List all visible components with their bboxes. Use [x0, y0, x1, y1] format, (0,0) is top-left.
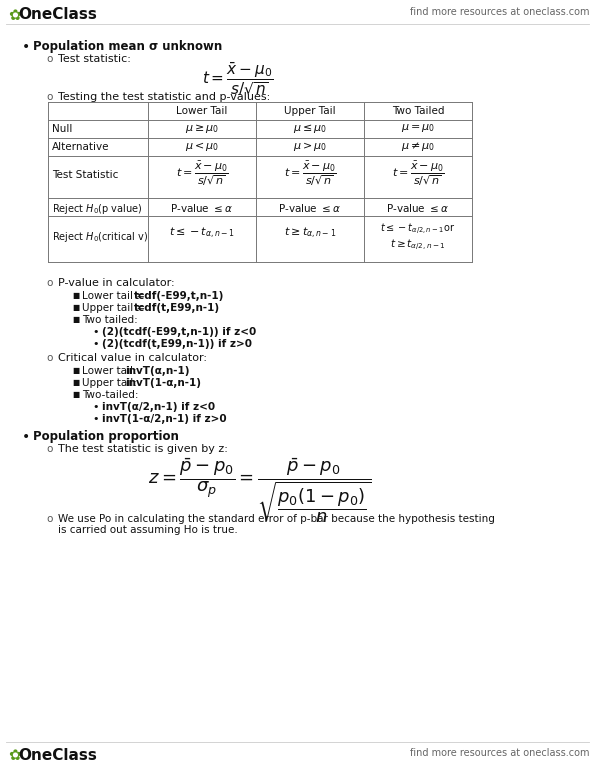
Text: Population proportion: Population proportion: [33, 430, 179, 443]
Text: o: o: [46, 514, 52, 524]
Text: invT(α,n-1): invT(α,n-1): [125, 366, 189, 376]
Text: Null: Null: [52, 124, 73, 134]
Text: Upper tail =: Upper tail =: [82, 303, 149, 313]
Text: $\mu > \mu_0$: $\mu > \mu_0$: [293, 140, 327, 153]
Text: P-value $\leq\alpha$: P-value $\leq\alpha$: [171, 202, 233, 214]
Text: •: •: [92, 339, 99, 349]
Text: The test statistic is given by z:: The test statistic is given by z:: [58, 444, 228, 454]
Text: Testing the test statistic and p-values:: Testing the test statistic and p-values:: [58, 92, 270, 102]
Text: P-value in calculator:: P-value in calculator:: [58, 278, 174, 288]
Text: Critical value in calculator:: Critical value in calculator:: [58, 353, 207, 363]
Text: ■: ■: [72, 315, 79, 324]
Text: $t = \dfrac{\bar{x} - \mu_0}{s/\sqrt{n}}$: $t = \dfrac{\bar{x} - \mu_0}{s/\sqrt{n}}…: [284, 160, 336, 189]
Text: Two Tailed: Two Tailed: [392, 106, 444, 116]
Text: $t \geq t_{\alpha,n-1}$: $t \geq t_{\alpha,n-1}$: [284, 226, 336, 241]
Text: invT(α/2,n-1) if z<0: invT(α/2,n-1) if z<0: [102, 402, 215, 412]
Text: $\mu \neq \mu_0$: $\mu \neq \mu_0$: [401, 140, 435, 153]
Text: $\mu < \mu_0$: $\mu < \mu_0$: [185, 140, 219, 153]
Text: (2)(tcdf(t,E99,n-1)) if z>0: (2)(tcdf(t,E99,n-1)) if z>0: [102, 339, 252, 349]
Text: P-value $\leq\alpha$: P-value $\leq\alpha$: [387, 202, 450, 214]
Text: invT(1-α/2,n-1) if z>0: invT(1-α/2,n-1) if z>0: [102, 414, 227, 424]
Text: Test statistic:: Test statistic:: [58, 54, 131, 64]
Text: Lower tail:: Lower tail:: [82, 366, 140, 376]
Text: Upper tail:: Upper tail:: [82, 378, 140, 388]
Text: ■: ■: [72, 366, 79, 375]
Text: Population mean σ unknown: Population mean σ unknown: [33, 40, 223, 53]
Text: •: •: [22, 40, 30, 54]
Text: Two-tailed:: Two-tailed:: [82, 390, 139, 400]
Text: ■: ■: [72, 303, 79, 312]
Text: Alternative: Alternative: [52, 142, 109, 152]
Text: $t = \dfrac{\bar{x} - \mu_0}{s/\sqrt{n}}$: $t = \dfrac{\bar{x} - \mu_0}{s/\sqrt{n}}…: [202, 60, 274, 98]
Text: $t \geq t_{\alpha/2,n-1}$: $t \geq t_{\alpha/2,n-1}$: [390, 238, 446, 253]
Text: $t \leq -t_{\alpha/2,n-1}$or: $t \leq -t_{\alpha/2,n-1}$or: [380, 222, 456, 237]
Text: P-value $\leq\alpha$: P-value $\leq\alpha$: [278, 202, 342, 214]
Text: invT(1-α,n-1): invT(1-α,n-1): [125, 378, 201, 388]
Text: is carried out assuming Ho is true.: is carried out assuming Ho is true.: [58, 525, 238, 535]
Text: Reject $H_0$(critical v): Reject $H_0$(critical v): [52, 230, 148, 244]
Text: tcdf(-E99,t,n-1): tcdf(-E99,t,n-1): [134, 291, 224, 301]
Text: Reject $H_0$(p value): Reject $H_0$(p value): [52, 202, 142, 216]
Text: •: •: [92, 327, 99, 337]
Text: find more resources at oneclass.com: find more resources at oneclass.com: [411, 7, 590, 17]
Text: $\mu = \mu_0$: $\mu = \mu_0$: [401, 122, 435, 134]
Text: (2)(tcdf(-E99,t,n-1)) if z<0: (2)(tcdf(-E99,t,n-1)) if z<0: [102, 327, 256, 337]
Text: ✿: ✿: [8, 748, 21, 763]
Text: We use Po in calculating the standard error of p-bar because the hypothesis test: We use Po in calculating the standard er…: [58, 514, 495, 524]
Text: ✿: ✿: [8, 8, 21, 23]
Text: $t \leq -t_{\alpha,n-1}$: $t \leq -t_{\alpha,n-1}$: [169, 226, 235, 241]
Text: $\mu \geq \mu_0$: $\mu \geq \mu_0$: [185, 122, 219, 135]
Text: $z = \dfrac{\bar{p} - p_0}{\sigma_p} = \dfrac{\bar{p} - p_0}{\sqrt{\dfrac{p_0(1-: $z = \dfrac{\bar{p} - p_0}{\sigma_p} = \…: [148, 456, 372, 524]
Text: Lower Tail: Lower Tail: [176, 106, 228, 116]
Text: ■: ■: [72, 378, 79, 387]
Text: Lower tail =: Lower tail =: [82, 291, 148, 301]
Text: •: •: [92, 402, 99, 412]
Text: OneClass: OneClass: [18, 748, 97, 763]
Text: o: o: [46, 444, 52, 454]
Text: o: o: [46, 353, 52, 363]
Text: tcdf(t,E99,n-1): tcdf(t,E99,n-1): [134, 303, 220, 313]
Text: Two tailed:: Two tailed:: [82, 315, 138, 325]
Text: $t = \dfrac{\bar{x} - \mu_0}{s/\sqrt{n}}$: $t = \dfrac{\bar{x} - \mu_0}{s/\sqrt{n}}…: [392, 160, 444, 189]
Text: $t = \dfrac{\bar{x} - \mu_0}{s/\sqrt{n}}$: $t = \dfrac{\bar{x} - \mu_0}{s/\sqrt{n}}…: [176, 160, 228, 189]
Text: Test Statistic: Test Statistic: [52, 170, 118, 180]
Text: o: o: [46, 92, 52, 102]
Text: ■: ■: [72, 291, 79, 300]
Text: •: •: [22, 430, 30, 444]
Text: find more resources at oneclass.com: find more resources at oneclass.com: [411, 748, 590, 758]
Text: o: o: [46, 54, 52, 64]
Text: ■: ■: [72, 390, 79, 399]
Text: •: •: [92, 414, 99, 424]
Text: $\mu \leq \mu_0$: $\mu \leq \mu_0$: [293, 122, 327, 135]
Text: Upper Tail: Upper Tail: [284, 106, 336, 116]
Text: OneClass: OneClass: [18, 7, 97, 22]
Text: o: o: [46, 278, 52, 288]
